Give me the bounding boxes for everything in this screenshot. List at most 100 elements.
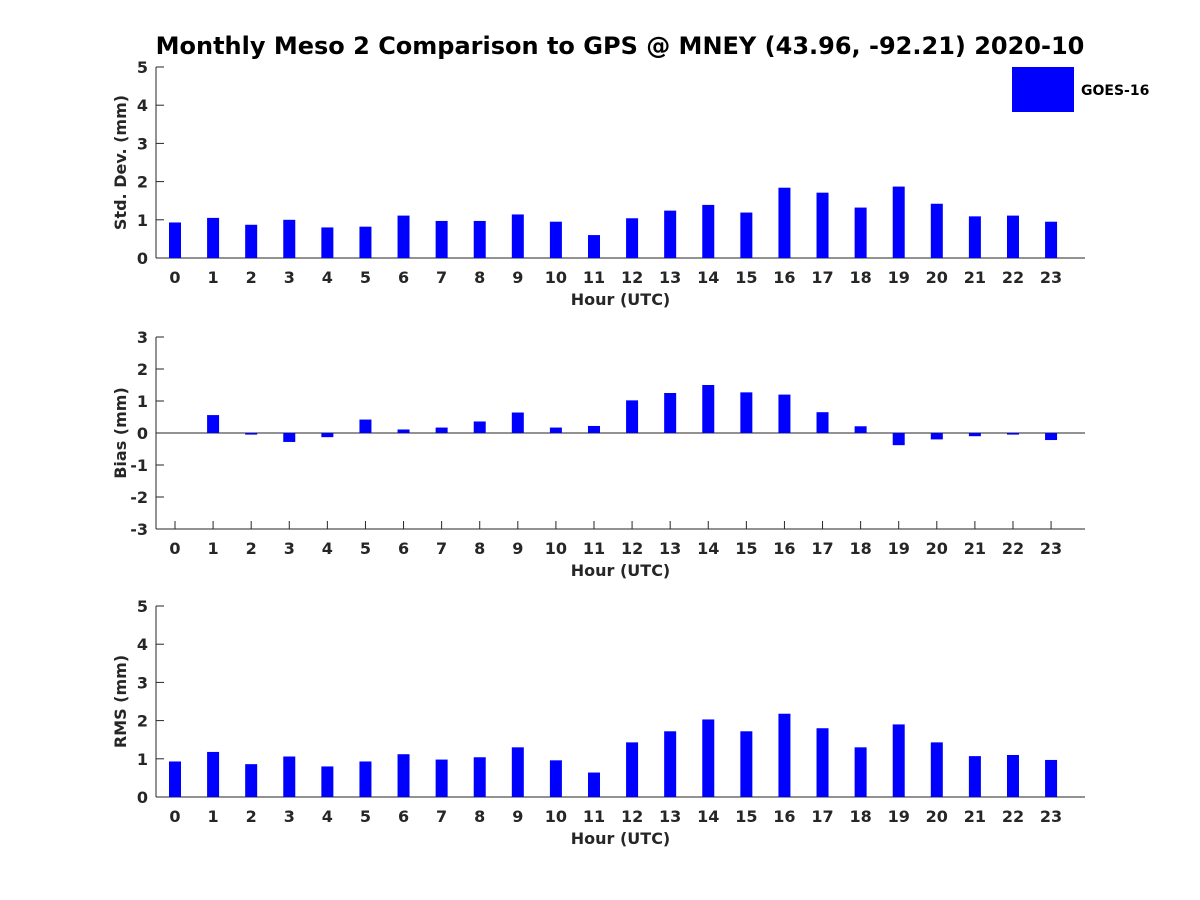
bias-bar: [740, 392, 753, 433]
std-dev-bar: [473, 220, 486, 258]
std-dev-x-tick-label: 16: [773, 268, 795, 287]
bias-x-tick-label: 2: [246, 539, 257, 558]
bias-y-label: Bias (mm): [111, 387, 130, 479]
bias-x-tick-label: 20: [926, 539, 948, 558]
bias-x-tick-label: 9: [512, 539, 523, 558]
bias-bar: [549, 427, 562, 433]
bias-x-tick-label: 21: [964, 539, 986, 558]
bias-bar: [778, 394, 791, 433]
bias-bar: [435, 427, 448, 433]
bias-x-tick-label: 23: [1040, 539, 1062, 558]
rms-x-tick-label: 18: [849, 807, 871, 826]
std-dev-y-tick-label: 1: [137, 211, 148, 230]
std-dev-x-tick-label: 18: [849, 268, 871, 287]
bias-y-tick-label: 1: [137, 392, 148, 411]
rms-x-tick-label: 1: [208, 807, 219, 826]
bias-bar: [626, 400, 639, 433]
std-dev-x-tick-label: 9: [512, 268, 523, 287]
rms-x-tick-label: 14: [697, 807, 719, 826]
std-dev-x-tick-label: 1: [208, 268, 219, 287]
legend-swatch: [1012, 67, 1074, 112]
bias-y-tick-label: 2: [137, 360, 148, 379]
bias-x-tick-label: 22: [1002, 539, 1024, 558]
rms-bar: [778, 713, 791, 797]
bias-bar: [702, 385, 715, 433]
rms-x-tick-label: 7: [436, 807, 447, 826]
std-dev-bar: [435, 220, 448, 258]
rms-x-tick-label: 10: [545, 807, 567, 826]
bias-bar: [1045, 433, 1058, 441]
std-dev-x-tick-label: 19: [888, 268, 910, 287]
bias-x-tick-label: 4: [322, 539, 333, 558]
rms-y-tick-label: 2: [137, 712, 148, 731]
rms-x-label: Hour (UTC): [571, 829, 671, 848]
rms-bar: [359, 761, 372, 797]
rms-y-tick-label: 3: [137, 673, 148, 692]
bias-y-tick-label: 0: [137, 424, 148, 443]
rms-bar: [321, 766, 334, 797]
rms-x-tick-label: 22: [1002, 807, 1024, 826]
std-dev-x-tick-label: 17: [811, 268, 833, 287]
std-dev-bar: [207, 217, 220, 258]
std-dev-bar: [854, 207, 867, 258]
std-dev-x-tick-label: 10: [545, 268, 567, 287]
rms-bar: [664, 731, 677, 797]
bias-y-tick-label: -1: [130, 456, 148, 475]
bias-x-tick-label: 15: [735, 539, 757, 558]
rms-y-tick-label: 1: [137, 750, 148, 769]
rms-bar: [397, 754, 410, 797]
bias-x-tick-label: 7: [436, 539, 447, 558]
std-dev-x-tick-label: 8: [474, 268, 485, 287]
std-dev-x-tick-label: 6: [398, 268, 409, 287]
bias-bar: [816, 412, 829, 433]
std-dev-y-tick-label: 3: [137, 134, 148, 153]
rms-bar: [740, 731, 753, 797]
std-dev-y-label: Std. Dev. (mm): [111, 95, 130, 230]
bias-x-tick-label: 3: [284, 539, 295, 558]
rms-x-tick-label: 19: [888, 807, 910, 826]
bias-y-tick-label: 3: [137, 328, 148, 347]
std-dev-bar: [626, 218, 639, 258]
rms-x-tick-label: 12: [621, 807, 643, 826]
std-dev-bar: [1045, 221, 1058, 258]
rms-x-tick-label: 20: [926, 807, 948, 826]
rms-y-tick-label: 4: [137, 635, 148, 654]
std-dev-y-tick-label: 0: [137, 249, 148, 268]
legend-label: GOES-16: [1081, 83, 1149, 99]
rms-x-tick-label: 17: [811, 807, 833, 826]
std-dev-bar: [587, 235, 600, 258]
std-dev-x-tick-label: 21: [964, 268, 986, 287]
bias-x-tick-label: 12: [621, 539, 643, 558]
std-dev-x-tick-label: 11: [583, 268, 605, 287]
rms-y-tick-label: 5: [137, 597, 148, 616]
bias-y-tick-label: -2: [130, 488, 148, 507]
std-dev-x-tick-label: 23: [1040, 268, 1062, 287]
rms-bar: [816, 728, 829, 797]
legend: GOES-16: [1012, 67, 1149, 112]
bias-bar: [664, 393, 677, 433]
rms-x-tick-label: 16: [773, 807, 795, 826]
rms-bar: [169, 761, 181, 797]
std-dev-x-tick-label: 15: [735, 268, 757, 287]
std-dev-bar: [283, 219, 296, 258]
bias-bar: [892, 433, 905, 446]
rms-x-tick-label: 3: [284, 807, 295, 826]
rms-x-tick-label: 8: [474, 807, 485, 826]
rms-x-tick-label: 21: [964, 807, 986, 826]
std-dev-y-tick-label: 2: [137, 173, 148, 192]
std-dev-bar: [968, 216, 981, 258]
bias-bar: [359, 419, 372, 433]
bias-x-tick-label: 14: [697, 539, 719, 558]
std-dev-bar: [740, 212, 753, 258]
bias-x-tick-label: 16: [773, 539, 795, 558]
rms-x-tick-label: 9: [512, 807, 523, 826]
rms-x-tick-label: 0: [169, 807, 180, 826]
bias-x-tick-label: 18: [849, 539, 871, 558]
rms-bar: [930, 742, 943, 797]
bias-x-label: Hour (UTC): [571, 561, 671, 580]
bias-bar: [321, 433, 334, 438]
rms-bar: [702, 719, 715, 797]
